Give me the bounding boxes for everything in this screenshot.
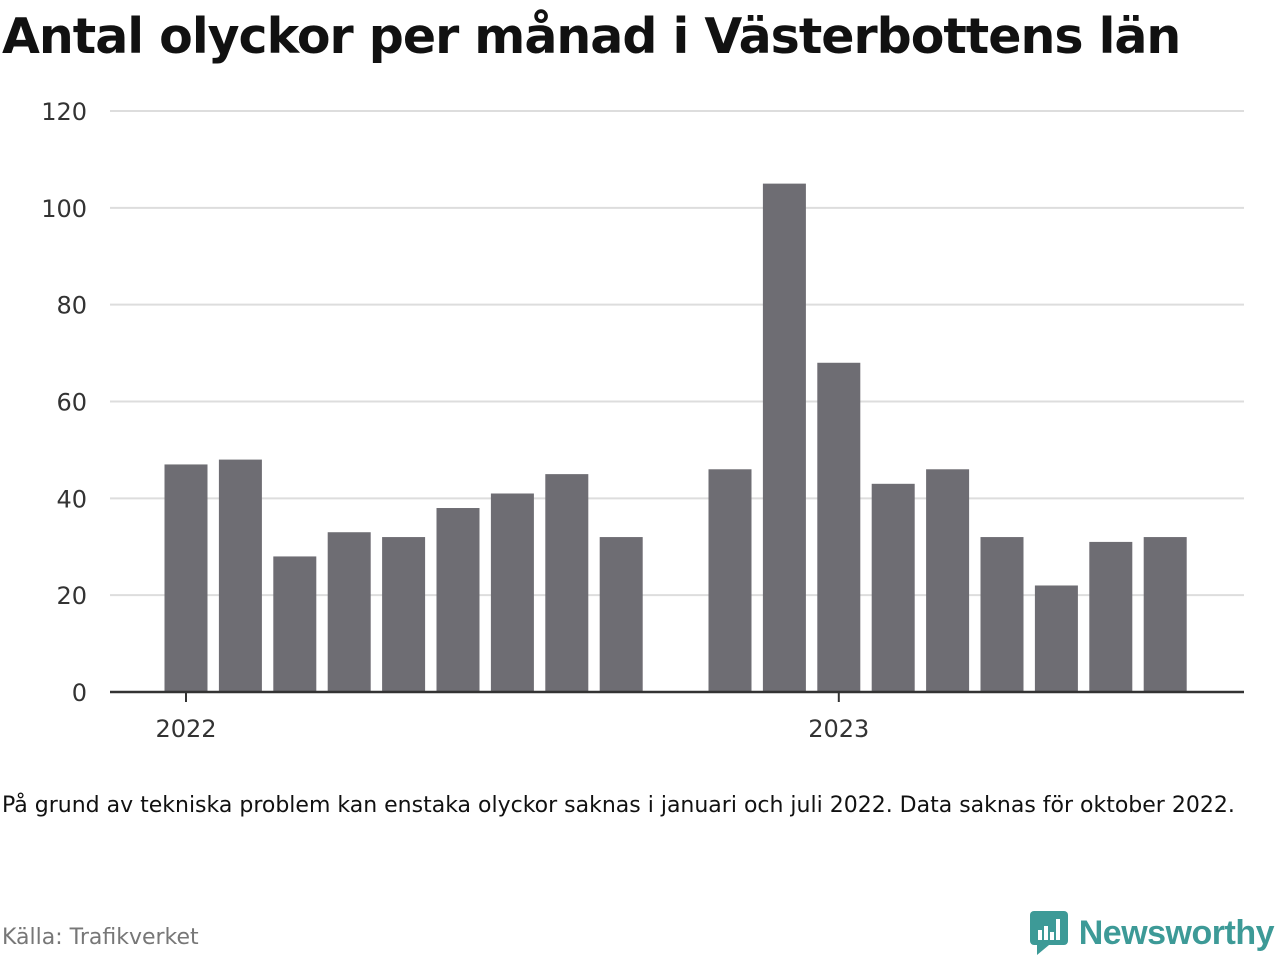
y-tick-label: 120 <box>41 98 87 126</box>
y-tick-label: 40 <box>56 485 87 513</box>
bar <box>817 362 861 692</box>
bar <box>273 556 317 692</box>
bar-chart: 0 20 40 60 80 100 120 2022 2023 <box>41 98 1244 743</box>
bar <box>708 469 752 692</box>
bar <box>762 183 806 692</box>
y-tick-label: 60 <box>56 389 87 417</box>
bar <box>218 459 262 692</box>
bar <box>327 532 371 692</box>
bar <box>980 537 1024 692</box>
chart-note: På grund av tekniska problem kan enstaka… <box>2 793 1235 818</box>
bar <box>436 508 480 692</box>
x-tick-label: 2022 <box>155 715 216 743</box>
bar <box>1089 541 1133 692</box>
brand-name: Newsworthy <box>1078 913 1275 952</box>
bar <box>599 537 643 692</box>
bar <box>490 493 534 692</box>
bar <box>1034 585 1078 692</box>
y-tick-label: 80 <box>56 292 87 320</box>
bar <box>164 464 208 692</box>
source-credit: Källa: Trafikverket <box>2 925 199 950</box>
bars <box>164 183 1187 692</box>
y-axis-ticks: 0 20 40 60 80 100 120 <box>41 98 87 707</box>
y-tick-label: 20 <box>56 582 87 610</box>
bar <box>871 483 915 692</box>
bar <box>1143 537 1187 692</box>
x-tick-label: 2023 <box>808 715 869 743</box>
gridlines <box>110 110 1244 597</box>
chart-title: Antal olyckor per månad i Västerbottens … <box>2 8 1181 65</box>
newsworthy-logo-icon <box>1029 911 1068 955</box>
bar <box>382 537 426 692</box>
y-tick-label: 100 <box>41 195 87 223</box>
brand-logo[interactable]: Newsworthy <box>1029 910 1275 956</box>
x-axis: 2022 2023 <box>110 690 1244 743</box>
y-tick-label: 0 <box>72 679 87 707</box>
bar <box>545 474 589 692</box>
bar <box>926 469 970 692</box>
